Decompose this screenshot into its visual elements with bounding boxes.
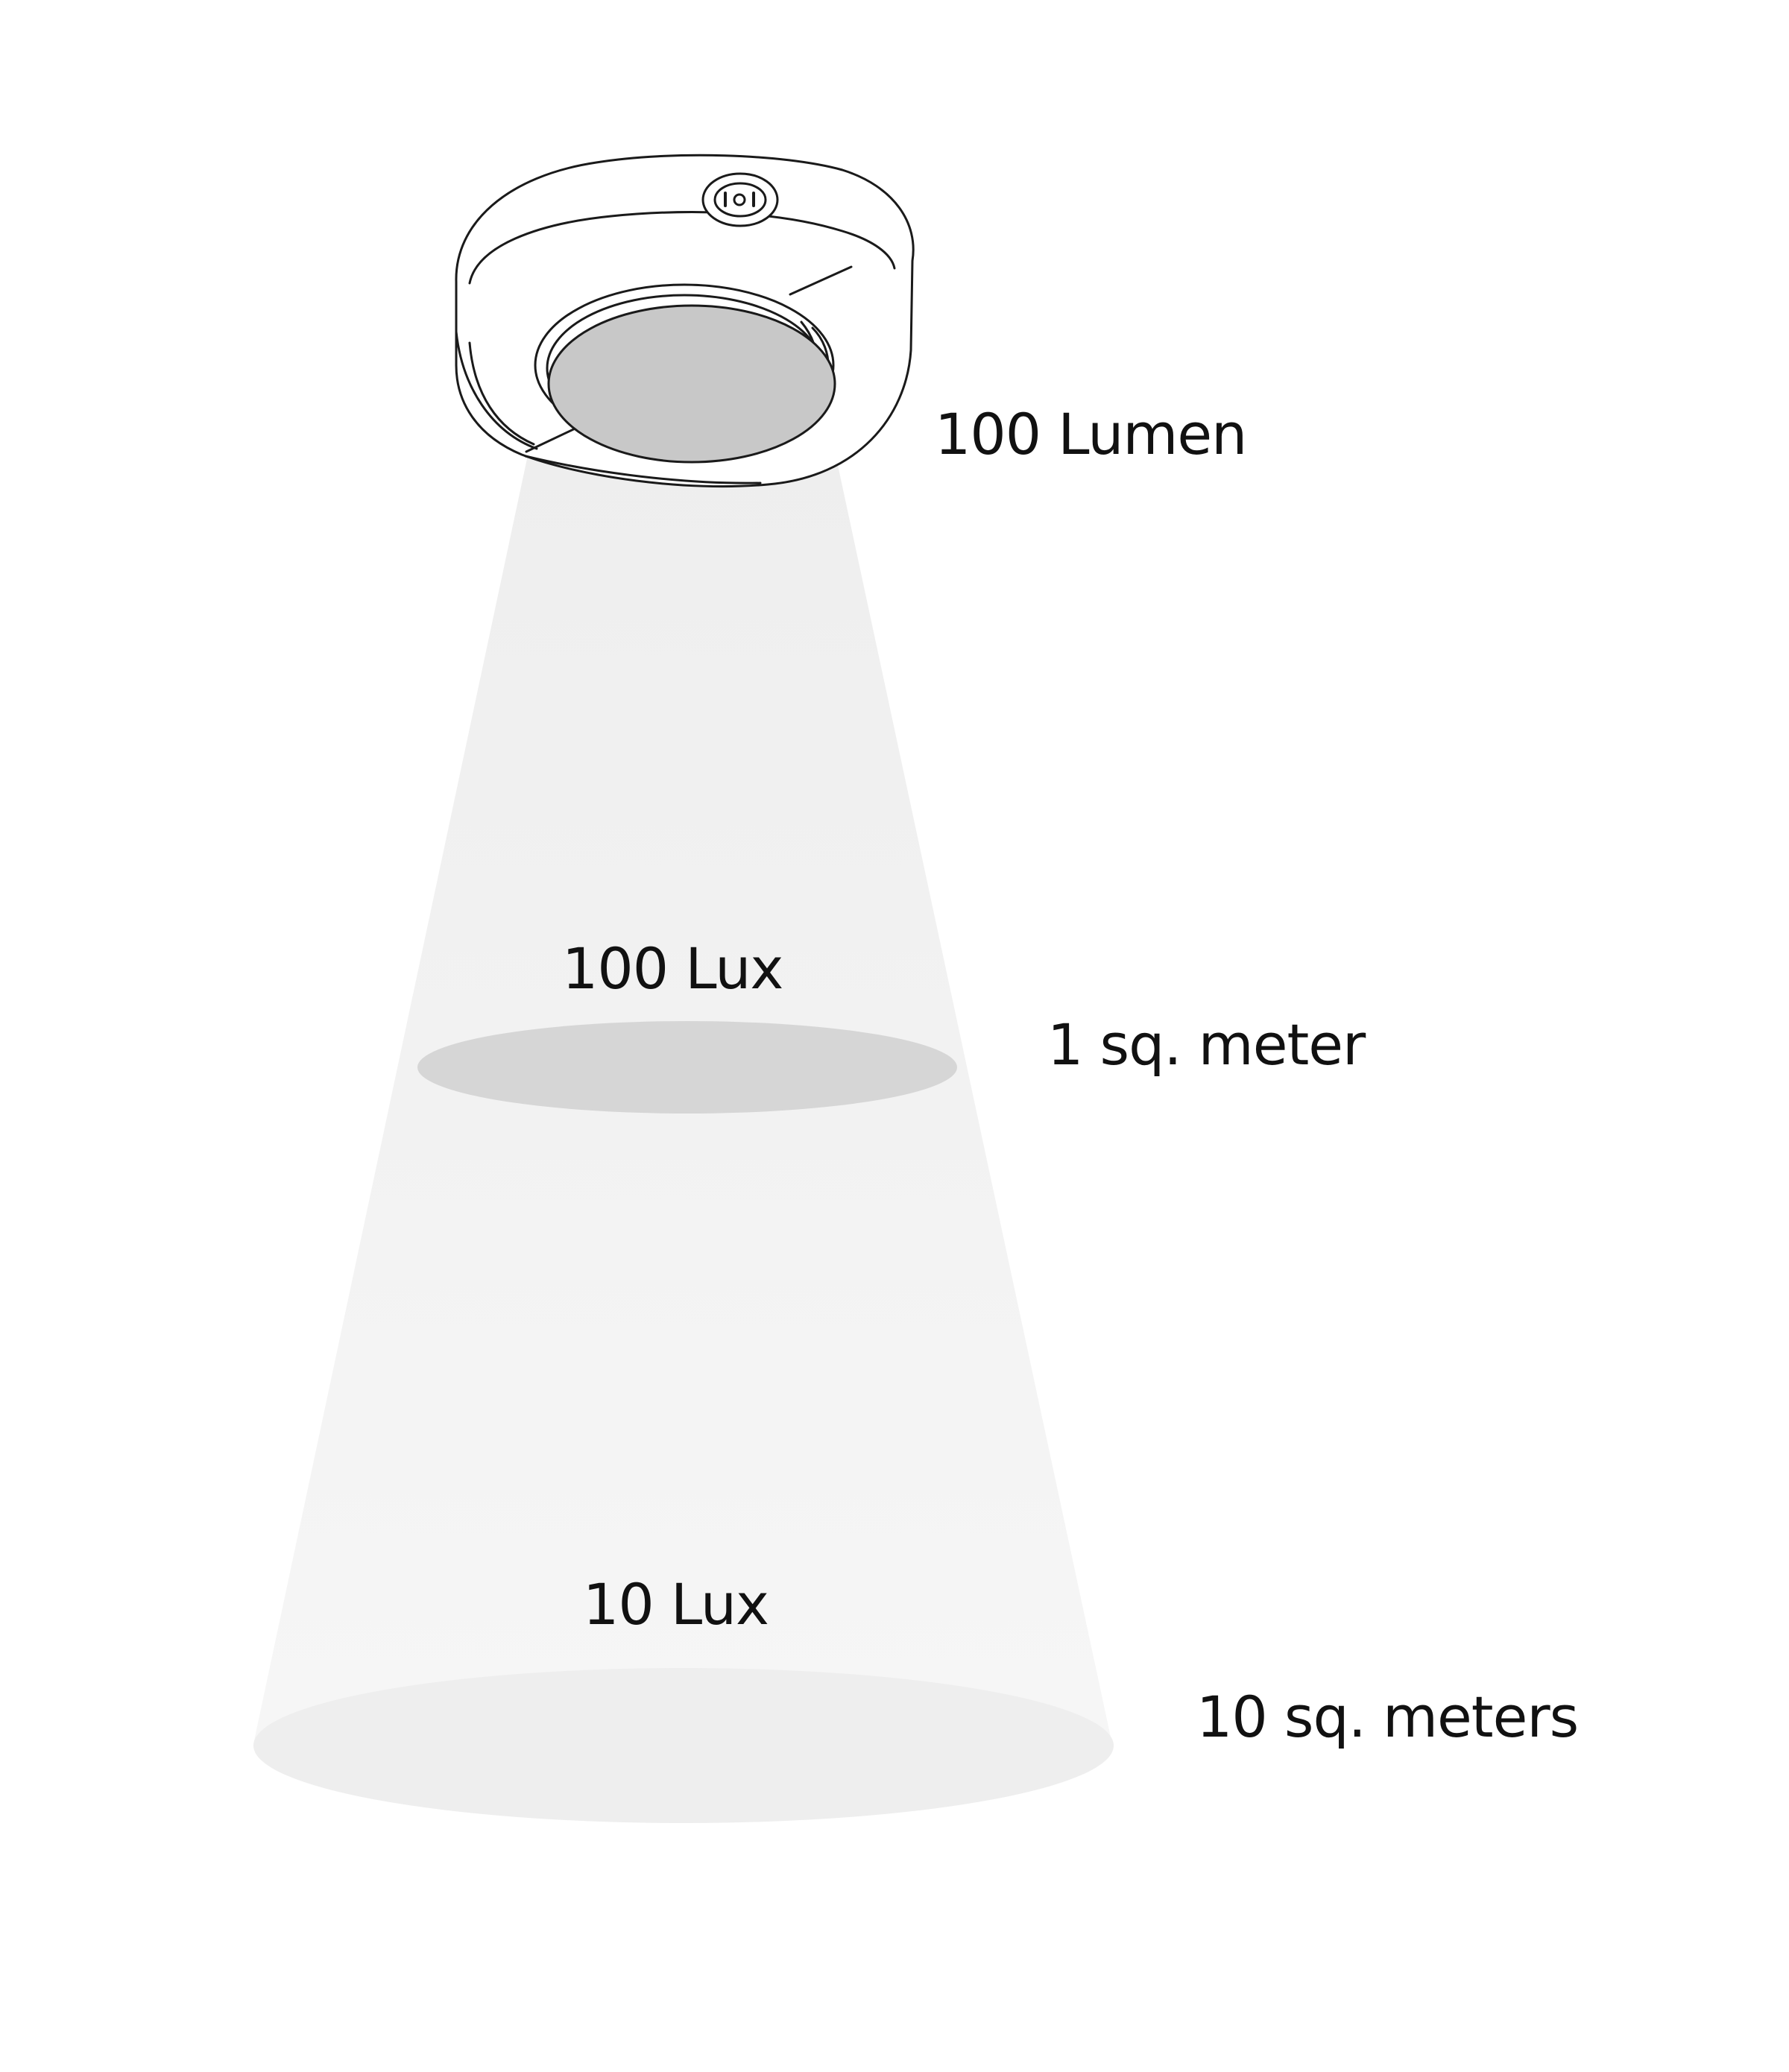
power-switch-icon xyxy=(701,172,779,227)
far-area-ellipse xyxy=(253,1668,1114,1823)
near-illuminance-label: 100 Lux xyxy=(562,935,783,1002)
lens-disc xyxy=(547,304,836,464)
lumen-output-label: 100 Lumen xyxy=(935,401,1247,467)
near-area-label: 1 sq. meter xyxy=(1047,1011,1366,1078)
ceiling-light-icon xyxy=(455,154,915,488)
far-illuminance-label: 10 Lux xyxy=(583,1571,769,1637)
far-area-label: 10 sq. meters xyxy=(1196,1684,1579,1750)
near-area-ellipse xyxy=(417,1021,957,1114)
